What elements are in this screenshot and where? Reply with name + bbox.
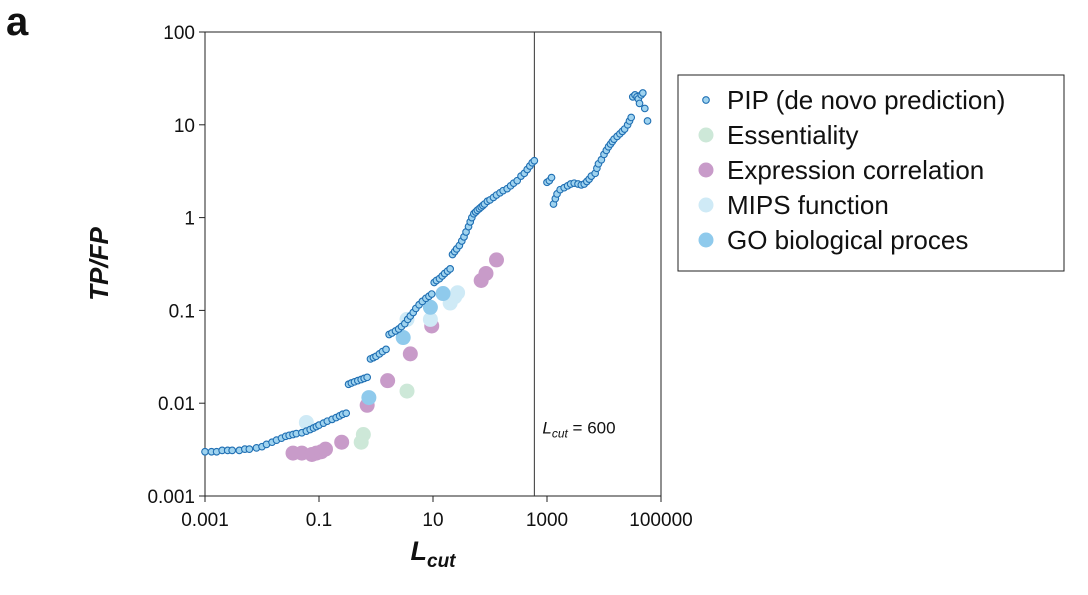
series-2 [285,252,504,463]
legend-label: Expression correlation [727,155,984,185]
legend-marker [702,96,710,104]
legend-marker [698,232,714,248]
series-1 [353,383,415,450]
series-point [450,285,466,301]
series-3 [298,285,466,430]
y-tick-label: 100 [163,23,195,44]
series-0 [201,89,652,456]
pip-point [627,113,636,122]
legend: PIP (de novo prediction) Essentiality Expr… [677,74,1065,272]
y-axis-label: TP/FP [84,227,114,301]
x-tick-label: 0.1 [306,510,332,531]
x-tick-label: 1000 [526,510,568,531]
lcut-label: Lcut = 600 [542,419,615,441]
legend-box [677,74,1065,272]
y-tick-label: 0.001 [147,487,195,508]
pip-point [342,409,351,418]
x-tick-label: 100000 [629,510,692,531]
series-point [334,434,350,450]
legend-marker [698,197,714,213]
legend-marker [698,127,714,143]
data-points [201,89,652,463]
series-point [317,441,333,457]
series-point [399,383,415,399]
pip-point [446,265,455,273]
pip-point [201,447,209,456]
x-axis-label: Lcut [411,536,457,572]
legend-label: GO biological proces [727,225,968,255]
series-point [402,346,418,362]
pip-point [638,89,647,97]
y-tick-label: 0.1 [169,301,195,322]
y-tick-label: 1 [184,209,195,230]
y-tick-label: 0.01 [158,394,195,415]
pip-point [640,104,649,113]
series-point [422,311,438,327]
series-point [435,286,451,302]
x-tick-label: 10 [422,510,443,531]
pip-point [245,445,254,453]
pip-point [228,446,237,455]
legend-marker [698,162,714,178]
series-point [355,426,371,442]
pip-point [530,156,539,165]
pip-point [643,117,652,125]
pip-point [363,373,372,382]
pip-point [382,345,390,354]
series-point [361,390,377,406]
pip-point [635,99,644,108]
y-tick-label: 10 [174,116,195,137]
series-4 [361,286,451,406]
legend-label: Essentiality [727,120,859,150]
series-point [380,373,396,389]
legend-label: PIP (de novo prediction) [727,85,1005,115]
series-point [488,252,504,268]
legend-label: MIPS function [727,190,889,220]
pip-point [547,173,556,182]
series-point [395,330,411,346]
panel-label: a [6,0,29,44]
series-point [422,299,438,315]
x-tick-label: 0.001 [181,510,229,531]
axes: 0.001 0.01 0.1 1 10 100 0.001 0.1 10 1000 100000 Lc… [84,23,693,572]
series-point [478,265,494,281]
pip-point [427,290,436,298]
